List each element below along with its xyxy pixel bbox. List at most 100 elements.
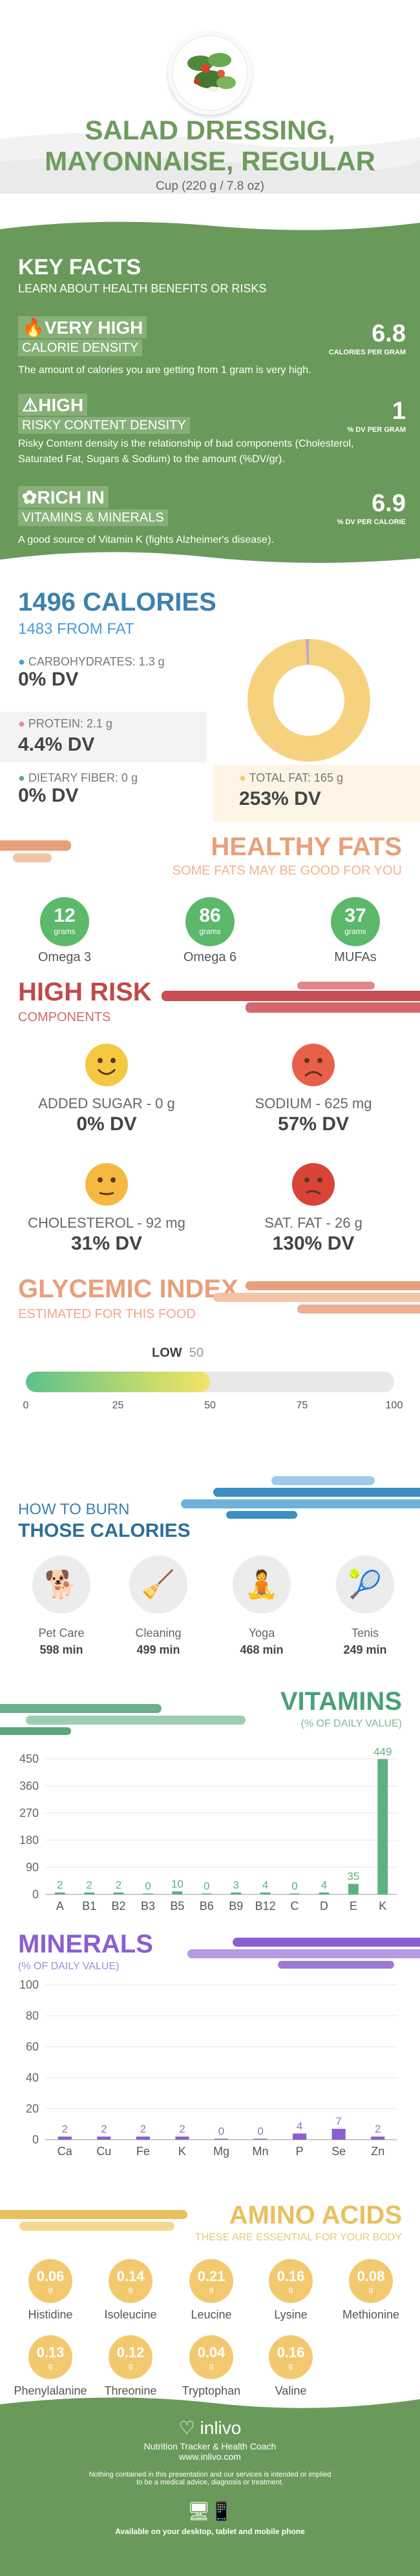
decor-bar <box>0 840 71 851</box>
fat-unit: grams <box>54 927 76 936</box>
decor-bar <box>0 1727 71 1735</box>
amino-value: 0.13 <box>36 2344 65 2360</box>
amino-value: 0.12 <box>116 2344 145 2360</box>
risk-label: ADDED SUGAR - 0 g <box>38 1095 175 1111</box>
bar-value-label: 2 <box>101 2123 107 2135</box>
glycemic-value: 50 <box>189 1346 204 1360</box>
amino-badge: 0.06 g <box>28 2259 72 2303</box>
bar <box>113 1892 124 1894</box>
y-tick-label: 360 <box>19 1780 39 1792</box>
decor-bar <box>297 1304 420 1313</box>
risk-label: CHOLESTEROL - 92 mg <box>28 1215 185 1231</box>
tennis-icon: 🎾 <box>336 1556 394 1614</box>
burn-section: HOW TO BURN THOSE CALORIES 🐕 Pet Care 598 … <box>0 1475 420 1681</box>
bar-value-label: 2 <box>116 1879 121 1891</box>
key-fact-desc: The amount of calories you are getting f… <box>18 365 311 376</box>
flame-icon: 🔥 <box>22 318 45 338</box>
decor-bar <box>0 1704 162 1713</box>
fat-label: Omega 6 <box>183 950 237 964</box>
footer-url[interactable]: www.inlivo.com <box>179 2451 241 2462</box>
bar-value-label: 10 <box>171 1878 184 1890</box>
amino-label: Leucine <box>191 2308 232 2321</box>
calories-section: 1496 CALORIES 1483 FROM FAT ● CARBOHYDRA… <box>0 584 420 823</box>
bar <box>377 1759 388 1894</box>
dizzy-face-icon <box>292 1163 335 1206</box>
burn-minutes: 499 min <box>136 1643 180 1656</box>
neutral-face-icon <box>85 1163 128 1206</box>
minerals-section: MINERALS (% OF DAILY VALUE) 100 80 60 40 20 0… <box>0 1923 420 2207</box>
glycemic-subtitle: ESTIMATED FOR THIS FOOD <box>18 1307 196 1321</box>
glycemic-level: LOW 50 <box>152 1346 204 1361</box>
amino-badge: 0.16 g <box>269 2259 313 2303</box>
glycemic-tick-label: 75 <box>296 1400 308 1411</box>
risk-dv: 31% DV <box>70 1233 143 1254</box>
y-tick-label: 450 <box>19 1752 39 1765</box>
burn-minutes: 598 min <box>39 1643 83 1656</box>
key-fact-value: 6.9 <box>372 490 406 517</box>
high-risk-section: HIGH RISK COMPONENTS ADDED SUGAR - 0 g 0%… <box>0 978 420 1281</box>
header-background <box>0 132 420 194</box>
bar-value-label: 449 <box>373 1746 392 1758</box>
fat-label: TOTAL FAT: 165 g <box>249 771 343 784</box>
key-facts-title: KEY FACTS <box>18 255 142 279</box>
decor-bar <box>187 1949 420 1958</box>
x-tick-label: Mg <box>213 2145 229 2158</box>
fat-badge: 12 grams <box>40 897 89 946</box>
warning-icon: ⚠ <box>22 395 39 415</box>
risk-dv: 57% DV <box>277 1113 350 1135</box>
key-fact-tag2: RISKY CONTENT DENSITY <box>18 417 190 434</box>
bar <box>175 2136 189 2140</box>
key-facts-background <box>0 221 420 563</box>
amino-badge: 0.13 g <box>28 2335 72 2379</box>
bar <box>319 1892 330 1894</box>
healthy-fats-title: HEALTHY FATS <box>211 833 402 861</box>
amino-unit: g <box>128 2361 133 2370</box>
key-fact-tag1: VERY HIGH <box>44 318 143 338</box>
glycemic-level-label: LOW <box>152 1346 182 1360</box>
healthy-fats-subtitle: SOME FATS MAY BE GOOD FOR YOU <box>172 864 402 878</box>
fat-unit: grams <box>199 927 221 936</box>
burn-title1: HOW TO BURN <box>18 1501 130 1518</box>
fat-dv: 253% DV <box>239 788 321 809</box>
y-tick-label: 20 <box>26 2102 39 2115</box>
key-facts-subtitle: LEARN ABOUT HEALTH BENEFITS OR RISKS <box>18 282 267 295</box>
bar <box>293 2133 307 2140</box>
footer-available: Available on your desktop, tablet and mo… <box>115 2527 305 2536</box>
bar-value-label: 2 <box>86 1879 92 1891</box>
amino-label: Threonine <box>104 2384 157 2397</box>
decor-bar <box>213 1293 420 1302</box>
bar <box>97 2136 111 2140</box>
x-tick-label: B2 <box>112 1900 126 1912</box>
x-tick-label: C <box>291 1900 299 1912</box>
y-tick-label: 180 <box>19 1834 39 1847</box>
x-tick-label: Fe <box>136 2145 150 2158</box>
key-fact-tag2: CALORIE DENSITY <box>18 340 143 356</box>
amino-badge: 0.08 g <box>349 2259 393 2303</box>
fiber-dot-icon: ● <box>18 771 25 784</box>
amino-label: Phenylalanine <box>14 2384 87 2397</box>
bar-value-label: 0 <box>257 2125 263 2138</box>
amino-subtitle: THESE ARE ESSENTIAL FOR YOUR BODY <box>194 2232 402 2243</box>
bar <box>58 2136 72 2140</box>
key-fact-value: 6.8 <box>372 320 406 347</box>
amino-label: Lysine <box>274 2308 308 2321</box>
amino-badge: 0.14 g <box>109 2259 152 2303</box>
key-fact-calorie-density: 🔥VERY HIGH CALORIE DENSITY 6.8 CALORIES … <box>18 316 406 387</box>
amino-value: 0.08 <box>357 2268 385 2284</box>
food-title-line2: MAYONNAISE, REGULAR <box>45 146 375 176</box>
amino-unit: g <box>368 2285 373 2294</box>
footer-brand: inlivo <box>200 2418 242 2438</box>
x-tick-label: A <box>56 1900 64 1912</box>
bar <box>84 1892 95 1894</box>
devices-icon: 🖥📱 <box>187 2501 233 2521</box>
sad-face-icon <box>292 1044 335 1086</box>
protein-dot-icon: ● <box>18 717 25 730</box>
amino-badge: 0.16 g <box>269 2335 313 2379</box>
y-tick-label: 0 <box>32 2133 39 2146</box>
key-fact-value: 1 <box>392 398 406 425</box>
happy-face-icon <box>85 1044 128 1086</box>
high-risk-title: HIGH RISK <box>18 978 152 1006</box>
amino-unit: g <box>288 2285 293 2294</box>
fat-badge: 37 grams <box>331 897 380 946</box>
